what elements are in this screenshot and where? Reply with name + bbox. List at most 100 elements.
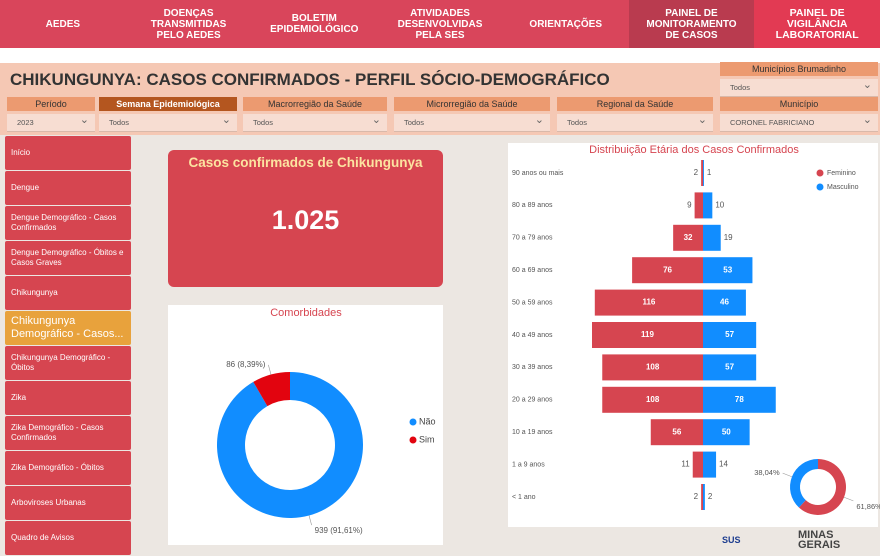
filter-label: Municípios Brumadinho [720,62,878,76]
data-label: 53 [723,265,732,274]
nav-button[interactable]: Zika Demográfico - Óbitos [5,451,131,485]
nav-bar: AEDES DOENÇAS TRANSMITIDAS PELO AEDES BOLE… [0,0,880,48]
bar [703,419,750,446]
kpi-value: 1.025 [271,205,340,235]
filter-label: Regional da Saúde [557,97,713,111]
nav-button[interactable]: Quadro de Avisos [5,521,131,555]
data-label: 38,04% [754,468,780,477]
bar [592,322,703,348]
nav-item[interactable]: ATIVIDADES DESENVOLVIDAS PELA SES [397,7,483,41]
nav-button[interactable]: Dengue Demográfico - Casos Confirmados [5,206,131,240]
nav-button[interactable]: Início [5,136,131,170]
data-label: 19 [724,233,733,242]
bar [632,257,703,284]
bar [701,160,703,186]
nav-button[interactable]: Chikungunya [5,276,131,310]
filter-label: Município [720,97,878,111]
data-label: 57 [725,363,734,372]
legend-swatch [409,436,417,444]
footer-logo: MINAS GERAIS [798,529,841,551]
category-label: < 1 ano [512,494,536,501]
leader-line [843,496,854,502]
category-label: 40 a 49 anos [512,332,553,339]
nav-button[interactable]: Chikungunya Demográfico - Casos... [5,311,131,345]
nav-item[interactable]: PAINEL DE MONITORAMENTO DE CASOS [628,0,755,48]
bar [703,451,717,478]
data-label: 2 [694,492,699,501]
category-label: 60 a 69 anos [512,267,553,274]
data-label: 10 [715,201,724,210]
legend-swatch [816,183,824,191]
legend-label: Não [419,416,436,426]
data-label: 2 [694,168,699,177]
category-label: 90 anos ou mais [512,170,564,177]
category-label: 50 a 59 anos [512,299,553,306]
data-label: 9 [687,201,692,210]
bar [594,289,703,316]
bar [703,322,757,348]
category-label: 20 a 29 anos [512,397,553,404]
filter-dropdown[interactable]: Todos [720,76,878,97]
data-label: 1 [707,168,712,177]
data-label: 14 [719,460,728,469]
bar [602,354,703,381]
legend-swatch [409,418,417,426]
nav-item[interactable]: DOENÇAS TRANSMITIDAS PELO AEDES [150,7,227,41]
chart-title: Distribuição Etária dos Casos Confirmado… [589,144,799,156]
legend-label: Masculino [827,184,859,191]
legend-label: Sim [419,434,435,444]
leader-line [268,364,272,375]
filter-dropdown[interactable]: Todos [99,111,237,132]
nav-button[interactable]: Dengue Demográfico - Óbitos e Casos Grav… [5,241,131,275]
legend-swatch [816,169,824,177]
nav-button[interactable]: Chikungunya Demográfico - Óbitos [5,346,131,380]
nav-button[interactable]: Dengue [5,171,131,205]
filter-label: Microrregião da Saúde [394,97,550,111]
nav-item[interactable]: BOLETIM EPIDEMIOLÓGICO [270,13,359,35]
bar [701,484,703,510]
nav-item[interactable]: AEDES [45,18,81,30]
leader-line [308,515,312,526]
donut-slice [798,459,847,516]
filter-dropdown[interactable]: Todos [394,111,550,132]
category-label: 80 a 89 anos [512,202,553,209]
bar [703,160,704,186]
filter-dropdown[interactable]: CORONEL FABRICIANO [720,111,878,132]
filter-dropdown[interactable]: Todos [557,111,713,132]
nav-item[interactable]: ORIENTAÇÕES [529,18,603,30]
bar [703,354,757,381]
data-label: 50 [722,427,731,436]
bar [703,224,721,251]
nav-button[interactable]: Zika [5,381,131,415]
nav-item[interactable]: PAINEL DE VIGILÂNCIA LABORATORIAL [754,0,880,48]
bar [650,419,703,446]
filter-dropdown[interactable]: Todos [243,111,387,132]
nav-button[interactable]: Zika Demográfico - Casos Confirmados [5,416,131,450]
nav-button[interactable]: Arboviroses Urbanas [5,486,131,520]
data-label: 61,86% [856,502,880,511]
filter-label: Período [7,97,95,111]
leader-line [782,472,793,478]
page-title: CHIKUNGUNYA: CASOS CONFIRMADOS - PERFIL … [10,70,610,89]
data-label: 76 [663,265,672,274]
category-label: 30 a 39 anos [512,364,553,371]
bar [602,386,703,413]
bar [703,289,746,316]
category-label: 70 a 79 anos [512,235,553,242]
category-label: 10 a 19 anos [512,429,553,436]
data-label: 32 [684,233,693,242]
data-label: 57 [725,330,734,339]
donut-slice [790,459,818,508]
data-label: 116 [642,298,655,307]
category-label: 1 a 9 anos [512,461,545,468]
kpi-card: Casos confirmados de Chikungunya 1.025 [168,150,443,287]
data-label: 119 [641,330,654,339]
bar [694,192,703,219]
filter-dropdown[interactable]: 2023 [7,111,95,132]
data-label: 46 [720,298,729,307]
kpi-title: Casos confirmados de Chikungunya [188,155,423,170]
donut-slice [253,372,290,407]
data-label: 2 [708,492,713,501]
